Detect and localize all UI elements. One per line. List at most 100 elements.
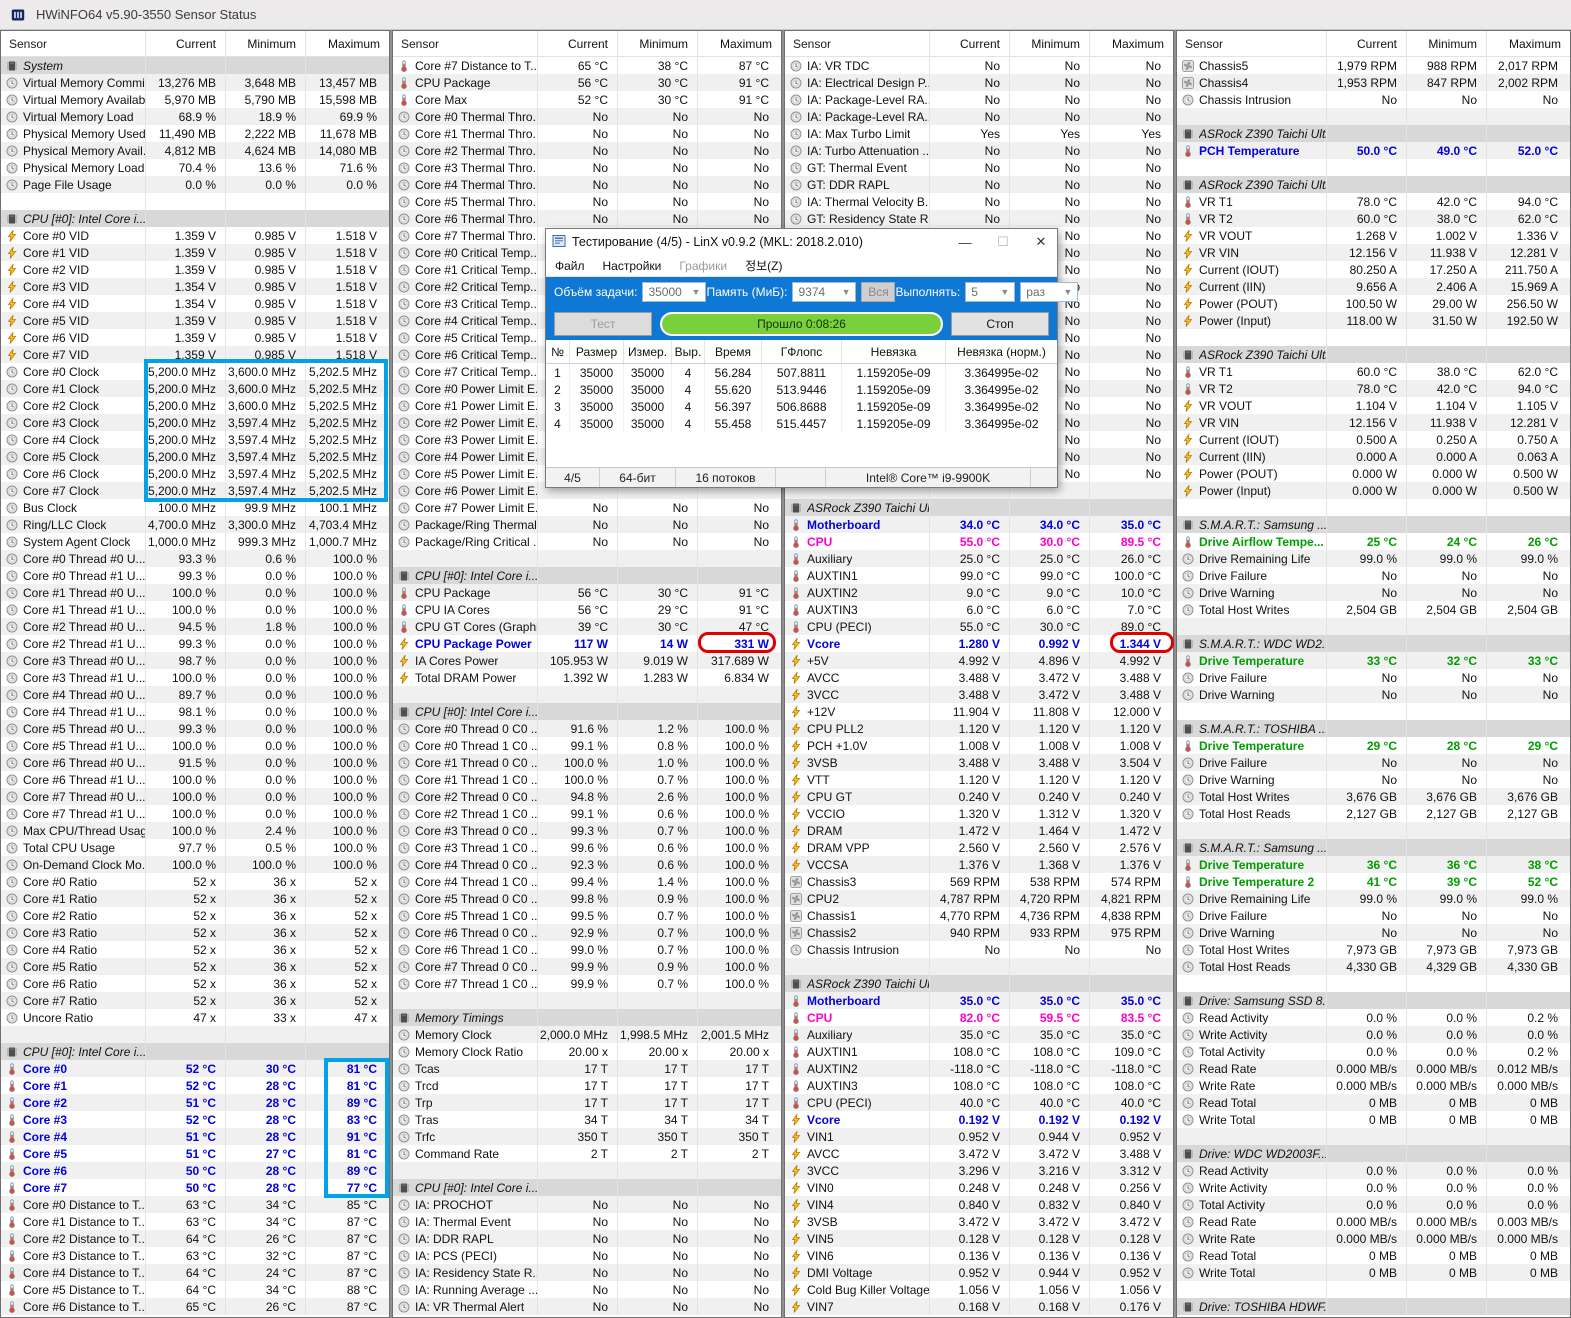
- sensor-row[interactable]: Drive Failure No No No: [1177, 669, 1570, 686]
- sensor-row[interactable]: Core #7 Thread 1 C0 ... 99.9 % 0.7 % 100.0 …: [393, 975, 781, 992]
- section-row[interactable]: CPU [#0]: Intel Core i...: [393, 567, 781, 584]
- sensor-row[interactable]: Ring/LLC Clock 4,700.0 MHz 3,300.0 MHz 4,70…: [1, 516, 389, 533]
- sensor-row[interactable]: Drive Temperature 29 °C 28 °C 29 °C: [1177, 737, 1570, 754]
- section-row[interactable]: S.M.A.R.T.: Samsung ...: [1177, 839, 1570, 856]
- column-header[interactable]: Sensor Current Minimum Maximum: [785, 31, 1173, 57]
- sensor-row[interactable]: IA: Electrical Design P... No No No: [785, 74, 1173, 91]
- sensor-row[interactable]: Drive Failure No No No: [1177, 907, 1570, 924]
- sensor-row[interactable]: VIN1 0.952 V 0.944 V 0.952 V: [785, 1128, 1173, 1145]
- sensor-row[interactable]: VIN0 0.248 V 0.248 V 0.256 V: [785, 1179, 1173, 1196]
- sensor-row[interactable]: Total CPU Usage 97.7 % 0.5 % 100.0 %: [1, 839, 389, 856]
- sensor-row[interactable]: Motherboard 34.0 °C 34.0 °C 35.0 °C: [785, 516, 1173, 533]
- sensor-row[interactable]: Current (IOUT) 80.250 A 17.250 A 211.750 A: [1177, 261, 1570, 278]
- minimize-button[interactable]: —: [958, 234, 972, 250]
- sensor-row[interactable]: Drive Remaining Life 99.0 % 99.0 % 99.0 %: [1177, 890, 1570, 907]
- section-row[interactable]: Drive: Samsung SSD 8...: [1177, 992, 1570, 1009]
- section-row[interactable]: Drive: TOSHIBA HDWF...: [1177, 1298, 1570, 1315]
- sensor-row[interactable]: Core #4 Distance to T... 64 °C 24 °C 87 °C: [1, 1264, 389, 1281]
- sensor-row[interactable]: 3VSB 3.472 V 3.472 V 3.472 V: [785, 1213, 1173, 1230]
- column-header-sensor[interactable]: Sensor: [9, 36, 48, 51]
- sensor-row[interactable]: Write Total 0 MB 0 MB 0 MB: [1177, 1111, 1570, 1128]
- column-header-sensor[interactable]: Sensor: [401, 36, 440, 51]
- sensor-row[interactable]: VR T2 78.0 °C 42.0 °C 94.0 °C: [1177, 380, 1570, 397]
- sensor-row[interactable]: VCCIO 1.320 V 1.312 V 1.320 V: [785, 805, 1173, 822]
- sensor-row[interactable]: Core #6 Clock 5,200.0 MHz 3,597.4 MHz 5,202…: [1, 465, 389, 482]
- section-row[interactable]: CPU [#0]: Intel Core i...: [1, 1043, 389, 1060]
- sensor-row[interactable]: PCH Temperature 50.0 °C 49.0 °C 52.0 °C: [1177, 142, 1570, 159]
- sensor-row[interactable]: Read Total 0 MB 0 MB 0 MB: [1177, 1247, 1570, 1264]
- sensor-row[interactable]: Core #5 Thread #0 U... 99.3 % 0.0 % 100.0 %: [1, 720, 389, 737]
- sensor-row[interactable]: VCCSA 1.376 V 1.368 V 1.376 V: [785, 856, 1173, 873]
- sensor-row[interactable]: Core #5 51 °C 27 °C 81 °C: [1, 1145, 389, 1162]
- task-size-select[interactable]: 35000 ▼: [642, 282, 707, 302]
- sensor-row[interactable]: Auxiliary 25.0 °C 25.0 °C 26.0 °C: [785, 550, 1173, 567]
- sensor-row[interactable]: Page File Usage 0.0 % 0.0 % 0.0 %: [1, 176, 389, 193]
- sensor-row[interactable]: Package/Ring Thermal... No No No: [393, 516, 781, 533]
- sensor-row[interactable]: Core #5 Distance to T... 64 °C 34 °C 88 °C: [1, 1281, 389, 1298]
- column-header[interactable]: Sensor Current Minimum Maximum: [1, 31, 389, 57]
- menu-file[interactable]: Файл: [555, 258, 585, 273]
- section-row[interactable]: Memory Timings: [393, 1009, 781, 1026]
- sensor-row[interactable]: Core Max 52 °C 30 °C 91 °C: [393, 91, 781, 108]
- sensor-row[interactable]: Bus Clock 100.0 MHz 99.9 MHz 100.1 MHz: [1, 499, 389, 516]
- sensor-row[interactable]: Write Activity 0.0 % 0.0 % 0.0 %: [1177, 1179, 1570, 1196]
- sensor-row[interactable]: DRAM 1.472 V 1.464 V 1.472 V: [785, 822, 1173, 839]
- sensor-row[interactable]: VR VOUT 1.104 V 1.104 V 1.105 V: [1177, 397, 1570, 414]
- sensor-row[interactable]: Power (Input) 0.000 W 0.000 W 0.500 W: [1177, 482, 1570, 499]
- menu-settings[interactable]: Настройки: [602, 258, 662, 273]
- sensor-row[interactable]: Total Host Reads 2,127 GB 2,127 GB 2,127 GB: [1177, 805, 1570, 822]
- sensor-row[interactable]: VR T1 60.0 °C 38.0 °C 62.0 °C: [1177, 363, 1570, 380]
- sensor-row[interactable]: Core #2 Thread 1 C0 ... 99.1 % 0.6 % 100.0 …: [393, 805, 781, 822]
- sensor-row[interactable]: Core #0 Thread 0 C0 ... 91.6 % 1.2 % 100.0 …: [393, 720, 781, 737]
- sensor-row[interactable]: Chassis Intrusion No No No: [785, 941, 1173, 958]
- column-header-maximum[interactable]: Maximum: [1486, 31, 1570, 56]
- sensor-row[interactable]: CPU Package 56 °C 30 °C 91 °C: [393, 74, 781, 91]
- sensor-row[interactable]: Core #7 VID 1.359 V 0.985 V 1.518 V: [1, 346, 389, 363]
- section-row[interactable]: ASRock Z390 Taichi Ult...: [785, 975, 1173, 992]
- section-row[interactable]: CPU [#0]: Intel Core i...: [1, 210, 389, 227]
- sensor-row[interactable]: Read Activity 0.0 % 0.0 % 0.0 %: [1177, 1162, 1570, 1179]
- sensor-row[interactable]: CPU2 4,787 RPM 4,720 RPM 4,821 RPM: [785, 890, 1173, 907]
- sensor-row[interactable]: Read Rate 0.000 MB/s 0.000 MB/s 0.012 MB/s: [1177, 1060, 1570, 1077]
- sensor-row[interactable]: Write Rate 0.000 MB/s 0.000 MB/s 0.000 MB/s: [1177, 1077, 1570, 1094]
- sensor-row[interactable]: CPU 82.0 °C 59.5 °C 83.5 °C: [785, 1009, 1173, 1026]
- sensor-row[interactable]: Chassis3 569 RPM 538 RPM 574 RPM: [785, 873, 1173, 890]
- sensor-row[interactable]: Core #4 Thermal Thro... No No No: [393, 176, 781, 193]
- sensor-row[interactable]: GT: Thermal Event No No No: [785, 159, 1173, 176]
- sensor-row[interactable]: Core #2 VID 1.359 V 0.985 V 1.518 V: [1, 261, 389, 278]
- section-row[interactable]: ASRock Z390 Taichi Ulti...: [1177, 346, 1570, 363]
- sensor-row[interactable]: Core #3 Clock 5,200.0 MHz 3,597.4 MHz 5,202…: [1, 414, 389, 431]
- sensor-row[interactable]: 3VSB 3.488 V 3.488 V 3.504 V: [785, 754, 1173, 771]
- sensor-row[interactable]: Core #2 Distance to T... 64 °C 26 °C 87 °C: [1, 1230, 389, 1247]
- sensor-row[interactable]: DRAM VPP 2.560 V 2.560 V 2.576 V: [785, 839, 1173, 856]
- sensor-row[interactable]: Drive Temperature 33 °C 32 °C 33 °C: [1177, 652, 1570, 669]
- sensor-row[interactable]: Core #5 Ratio 52 x 36 x 52 x: [1, 958, 389, 975]
- sensor-row[interactable]: CPU PLL2 1.120 V 1.120 V 1.120 V: [785, 720, 1173, 737]
- sensor-row[interactable]: Total Activity 0.0 % 0.0 % 0.2 %: [1177, 1043, 1570, 1060]
- sensor-row[interactable]: Drive Warning No No No: [1177, 924, 1570, 941]
- sensor-row[interactable]: Power (Input) 118.00 W 31.50 W 192.50 W: [1177, 312, 1570, 329]
- section-row[interactable]: ASRock Z390 Taichi Ulti...: [1177, 176, 1570, 193]
- sensor-row[interactable]: Core #6 Ratio 52 x 36 x 52 x: [1, 975, 389, 992]
- sensor-row[interactable]: Cold Bug Killer Voltage 1.056 V 1.056 V 1.0…: [785, 1281, 1173, 1298]
- sensor-row[interactable]: Auxiliary 35.0 °C 35.0 °C 35.0 °C: [785, 1026, 1173, 1043]
- sensor-row[interactable]: PCH +1.0V 1.008 V 1.008 V 1.008 V: [785, 737, 1173, 754]
- run-count-select[interactable]: 5 ▼: [965, 282, 1016, 302]
- sensor-row[interactable]: Chassis5 1,979 RPM 988 RPM 2,017 RPM: [1177, 57, 1570, 74]
- section-row[interactable]: S.M.A.R.T.: WDC WD2...: [1177, 635, 1570, 652]
- sensor-row[interactable]: CPU (PECI) 55.0 °C 30.0 °C 89.0 °C: [785, 618, 1173, 635]
- sensor-row[interactable]: IA: Residency State R... No No No: [393, 1264, 781, 1281]
- sensor-row[interactable]: Core #1 Thermal Thro... No No No: [393, 125, 781, 142]
- sensor-row[interactable]: Core #5 Thread 0 C0 ... 99.8 % 0.9 % 100.0 …: [393, 890, 781, 907]
- sensor-row[interactable]: Vcore 1.280 V 0.992 V 1.344 V: [785, 635, 1173, 652]
- sensor-row[interactable]: VTT 1.120 V 1.120 V 1.120 V: [785, 771, 1173, 788]
- sensor-row[interactable]: Core #6 Power Limit E...: [393, 482, 781, 499]
- sensor-row[interactable]: Drive Warning No No No: [1177, 686, 1570, 703]
- stop-button[interactable]: Стоп: [951, 311, 1049, 336]
- sensor-row[interactable]: Drive Temperature 2 41 °C 39 °C 52 °C: [1177, 873, 1570, 890]
- sensor-row[interactable]: VIN7 0.168 V 0.168 V 0.176 V: [785, 1298, 1173, 1315]
- sensor-row[interactable]: Core #2 Thread #1 U... 99.3 % 0.0 % 100.0 %: [1, 635, 389, 652]
- test-button[interactable]: Тест: [554, 311, 652, 336]
- sensor-row[interactable]: Core #1 Ratio 52 x 36 x 52 x: [1, 890, 389, 907]
- maximize-button[interactable]: ☐: [997, 234, 1009, 249]
